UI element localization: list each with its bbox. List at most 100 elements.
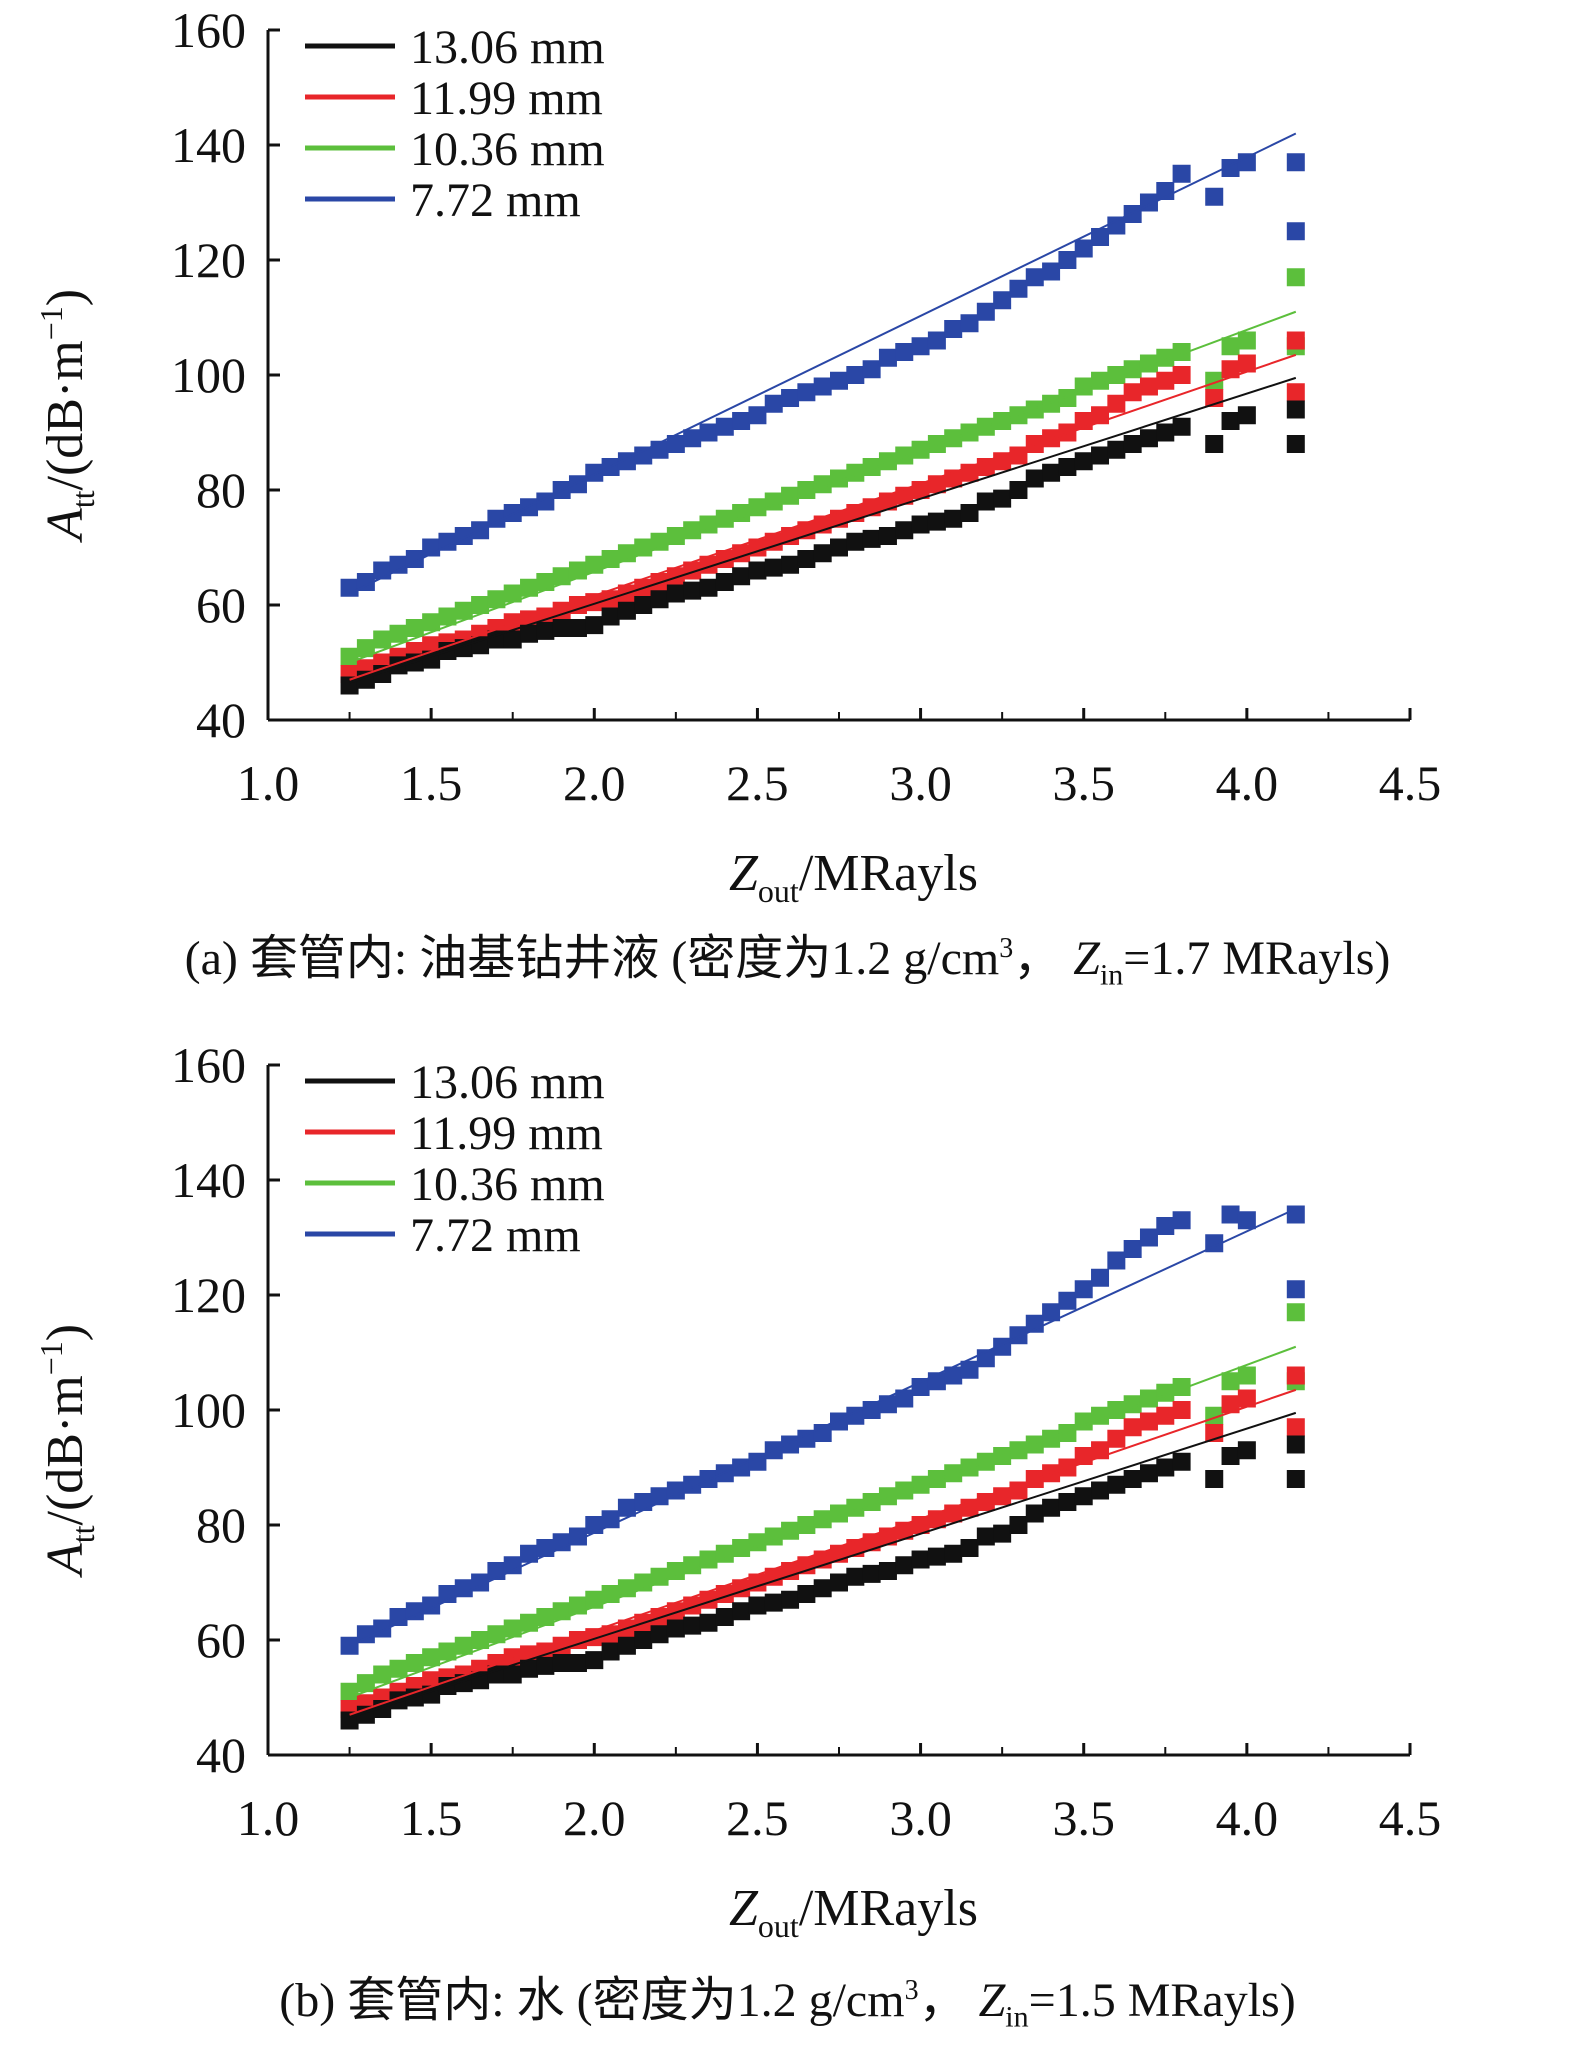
data-point — [552, 567, 571, 586]
data-point — [944, 1544, 963, 1563]
data-point — [503, 630, 522, 649]
data-point — [1205, 1470, 1224, 1488]
y-tick-label: 140 — [171, 117, 246, 173]
y-tick-label: 60 — [196, 577, 246, 633]
y-axis-label-unit: /(dB·m — [37, 340, 94, 490]
data-point — [422, 1648, 441, 1667]
data-point — [927, 512, 946, 531]
data-point — [471, 1631, 490, 1649]
data-point — [536, 1656, 555, 1675]
data-point — [536, 1608, 555, 1626]
data-point — [487, 1665, 506, 1684]
data-point — [1058, 458, 1077, 476]
data-point — [797, 1429, 816, 1448]
data-point — [503, 1665, 522, 1684]
data-point — [650, 590, 669, 609]
data-point — [1286, 222, 1305, 241]
data-point — [764, 1567, 783, 1586]
data-point — [927, 331, 946, 350]
data-point — [878, 1487, 897, 1506]
data-point — [1091, 446, 1110, 465]
x-axis-label-var: Z — [729, 1880, 759, 1937]
caption-a-zsub: in — [1099, 958, 1124, 992]
fit-line-0 — [349, 376, 1297, 684]
data-point — [1058, 251, 1077, 269]
data-point — [944, 509, 963, 528]
data-point — [1123, 1470, 1142, 1488]
x-tick-label: 1.0 — [237, 1790, 300, 1846]
x-tick-label: 3.0 — [889, 755, 952, 811]
series-0-points — [340, 400, 1305, 695]
data-point — [601, 1642, 620, 1661]
legend-label: 11.99 mm — [410, 1107, 603, 1160]
data-point — [781, 1590, 800, 1609]
data-point — [699, 578, 718, 597]
data-point — [487, 590, 506, 609]
data-point — [830, 371, 848, 390]
data-point — [487, 630, 506, 649]
x-tick-label: 4.5 — [1379, 1790, 1442, 1846]
data-point — [960, 1360, 979, 1379]
data-point — [1286, 1470, 1305, 1488]
y-axis-label-sub: tt — [65, 490, 101, 508]
data-point — [1221, 1447, 1240, 1465]
caption-b-zvar: Z — [978, 1974, 1006, 2027]
data-point — [1286, 1435, 1305, 1454]
data-point — [911, 515, 930, 534]
data-point — [813, 544, 832, 563]
data-point — [1172, 1211, 1191, 1230]
data-point — [520, 578, 539, 597]
data-point — [666, 584, 685, 603]
x-axis-label-sub: out — [758, 873, 799, 909]
fit-line-3 — [349, 132, 1297, 595]
y-tick-label: 40 — [196, 1727, 246, 1783]
data-point — [895, 521, 914, 540]
data-point — [373, 630, 392, 649]
data-point — [797, 550, 816, 568]
x-axis-label-unit: /MRayls — [799, 1880, 978, 1937]
series-3-points — [340, 153, 1305, 597]
caption-b-mid: ， — [918, 1974, 979, 2027]
data-point — [503, 584, 522, 603]
data-point — [454, 1636, 473, 1655]
x-tick-label: 3.5 — [1052, 755, 1115, 811]
data-point — [1237, 1389, 1256, 1408]
data-point — [1025, 1504, 1044, 1523]
y-axis-label-exp: −1 — [33, 306, 69, 340]
data-point — [1237, 406, 1256, 425]
data-point — [650, 1625, 669, 1644]
legend-label: 13.06 mm — [410, 1056, 605, 1109]
data-point — [1091, 1268, 1110, 1287]
data-point — [748, 1596, 767, 1615]
data-point — [1286, 1280, 1305, 1299]
data-point — [585, 616, 604, 635]
data-point — [1107, 1429, 1126, 1448]
caption-b: (b) 套管内: 水 (密度为1.2 g/cm3， Zin=1.5 MRayls… — [0, 1960, 1575, 2035]
data-point — [895, 1556, 914, 1575]
data-point — [568, 619, 587, 637]
data-point — [960, 504, 979, 522]
data-point — [552, 1654, 571, 1672]
series-2-points — [340, 1303, 1305, 1701]
x-axis-label: Zout/MRayls — [729, 845, 978, 909]
data-point — [1042, 1429, 1061, 1448]
data-point — [340, 647, 359, 666]
data-point — [1237, 331, 1256, 350]
data-point — [1237, 1441, 1256, 1460]
data-point — [748, 406, 767, 425]
data-point — [1221, 360, 1240, 379]
data-point — [1107, 1251, 1126, 1270]
data-point — [454, 601, 473, 620]
data-point — [715, 509, 734, 528]
data-point — [1074, 452, 1093, 471]
data-point — [389, 1659, 408, 1678]
data-point — [617, 1498, 636, 1517]
fit-line-2 — [349, 310, 1297, 664]
series-3-points — [340, 1205, 1305, 1655]
data-point — [764, 558, 783, 577]
data-point — [601, 607, 620, 626]
caption-a: (a) 套管内: 油基钻井液 (密度为1.2 g/cm3， Zin=1.7 MR… — [0, 918, 1575, 993]
data-point — [895, 343, 914, 361]
data-point — [1123, 435, 1142, 453]
y-tick-label: 140 — [171, 1152, 246, 1208]
